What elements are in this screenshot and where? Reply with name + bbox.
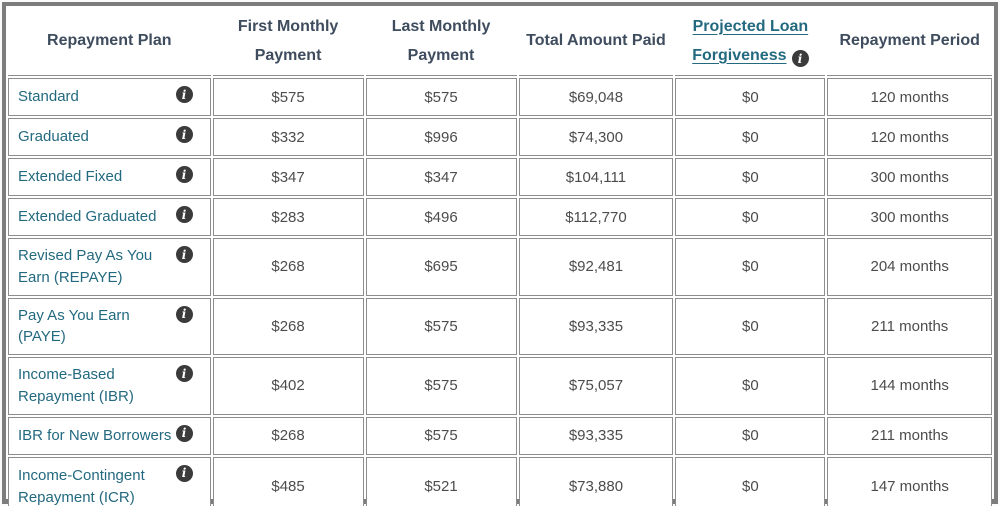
- plan-name-cell: Extended Graduated i: [8, 198, 211, 236]
- projected-loan-forgiveness-link[interactable]: Projected Loan Forgiveness: [692, 17, 809, 64]
- total-paid-cell: $74,300: [518, 118, 674, 156]
- plan-name-cell: Standard i: [8, 78, 211, 116]
- info-icon[interactable]: i: [175, 305, 193, 323]
- forgiveness-cell: $0: [675, 297, 826, 355]
- header-row: Repayment Plan First Monthly Payment Las…: [8, 8, 992, 76]
- table-row-ibr: Income-Based Repayment (IBR) i $402 $575 …: [8, 357, 992, 415]
- last-payment-cell: $575: [365, 357, 517, 415]
- period-cell: 120 months: [827, 78, 992, 116]
- table-row-extended-graduated: Extended Graduated i $283 $496 $112,770 $…: [8, 198, 992, 236]
- info-icon[interactable]: i: [791, 50, 809, 67]
- first-payment-cell: $283: [212, 198, 364, 236]
- first-payment-cell: $575: [212, 78, 364, 116]
- period-cell: 120 months: [827, 118, 992, 156]
- period-cell: 211 months: [827, 416, 992, 455]
- table-row-graduated: Graduated i $332 $996 $74,300 $0 120 mont…: [8, 118, 992, 156]
- table-row-extended-fixed: Extended Fixed i $347 $347 $104,111 $0 30…: [8, 158, 992, 196]
- table-row-paye: Pay As You Earn (PAYE) i $268 $575 $93,33…: [8, 297, 992, 355]
- col-header-repayment-plan: Repayment Plan: [8, 8, 211, 76]
- forgiveness-cell: $0: [675, 357, 826, 415]
- last-payment-cell: $521: [365, 456, 517, 506]
- period-cell: 204 months: [827, 238, 992, 296]
- plan-name-cell: Extended Fixed i: [8, 158, 211, 196]
- last-payment-cell: $575: [365, 416, 517, 455]
- forgiveness-cell: $0: [675, 158, 826, 196]
- col-header-repayment-period: Repayment Period: [827, 8, 992, 76]
- last-payment-cell: $575: [365, 297, 517, 355]
- info-icon[interactable]: i: [175, 424, 193, 442]
- first-payment-cell: $402: [212, 357, 364, 415]
- plan-name-cell: Income-Based Repayment (IBR) i: [8, 357, 211, 415]
- last-payment-cell: $496: [365, 198, 517, 236]
- info-icon[interactable]: i: [175, 246, 193, 263]
- total-paid-cell: $73,880: [518, 456, 674, 506]
- period-cell: 300 months: [827, 198, 992, 236]
- last-payment-cell: $996: [365, 118, 517, 156]
- last-payment-cell: $347: [365, 158, 517, 196]
- table-row-standard: Standard i $575 $575 $69,048 $0 120 month…: [8, 78, 992, 116]
- repayment-plans-table: Repayment Plan First Monthly Payment Las…: [6, 6, 994, 506]
- col-header-projected-loan-forgiveness: Projected Loan Forgiveness i: [675, 8, 826, 76]
- forgiveness-cell: $0: [675, 198, 826, 236]
- first-payment-cell: $347: [212, 158, 364, 196]
- plan-name-cell: IBR for New Borrowers i: [8, 416, 211, 455]
- forgiveness-cell: $0: [675, 416, 826, 455]
- info-icon[interactable]: i: [175, 365, 193, 382]
- period-cell: 300 months: [827, 158, 992, 196]
- total-paid-cell: $112,770: [518, 198, 674, 236]
- forgiveness-cell: $0: [675, 456, 826, 506]
- first-payment-cell: $268: [212, 297, 364, 355]
- period-cell: 211 months: [827, 297, 992, 355]
- total-paid-cell: $69,048: [518, 78, 674, 116]
- plan-name-cell: Revised Pay As You Earn (REPAYE) i: [8, 238, 211, 296]
- info-icon[interactable]: i: [175, 206, 193, 223]
- col-header-last-monthly-payment: Last Monthly Payment: [365, 8, 517, 76]
- first-payment-cell: $268: [212, 238, 364, 296]
- first-payment-cell: $268: [212, 416, 364, 455]
- plan-name-cell: Graduated i: [8, 118, 211, 156]
- first-payment-cell: $485: [212, 456, 364, 506]
- first-payment-cell: $332: [212, 118, 364, 156]
- period-cell: 147 months: [827, 456, 992, 506]
- table-row-repaye: Revised Pay As You Earn (REPAYE) i $268 $…: [8, 238, 992, 296]
- forgiveness-cell: $0: [675, 238, 826, 296]
- table-row-icr: Income-Contingent Repayment (ICR) i $485 …: [8, 456, 992, 506]
- total-paid-cell: $92,481: [518, 238, 674, 296]
- last-payment-cell: $695: [365, 238, 517, 296]
- info-icon[interactable]: i: [175, 86, 193, 103]
- total-paid-cell: $104,111: [518, 158, 674, 196]
- total-paid-cell: $93,335: [518, 416, 674, 455]
- table-row-ibr-new-borrowers: IBR for New Borrowers i $268 $575 $93,335…: [8, 416, 992, 455]
- info-icon[interactable]: i: [175, 166, 193, 183]
- forgiveness-cell: $0: [675, 78, 826, 116]
- total-paid-cell: $93,335: [518, 297, 674, 355]
- last-payment-cell: $575: [365, 78, 517, 116]
- period-cell: 144 months: [827, 357, 992, 415]
- info-icon[interactable]: i: [175, 464, 193, 482]
- info-icon[interactable]: i: [175, 126, 193, 143]
- total-paid-cell: $75,057: [518, 357, 674, 415]
- col-header-total-amount-paid: Total Amount Paid: [518, 8, 674, 76]
- col-header-first-monthly-payment: First Monthly Payment: [212, 8, 364, 76]
- plan-name-cell: Income-Contingent Repayment (ICR) i: [8, 456, 211, 506]
- plan-name-cell: Pay As You Earn (PAYE) i: [8, 297, 211, 355]
- forgiveness-cell: $0: [675, 118, 826, 156]
